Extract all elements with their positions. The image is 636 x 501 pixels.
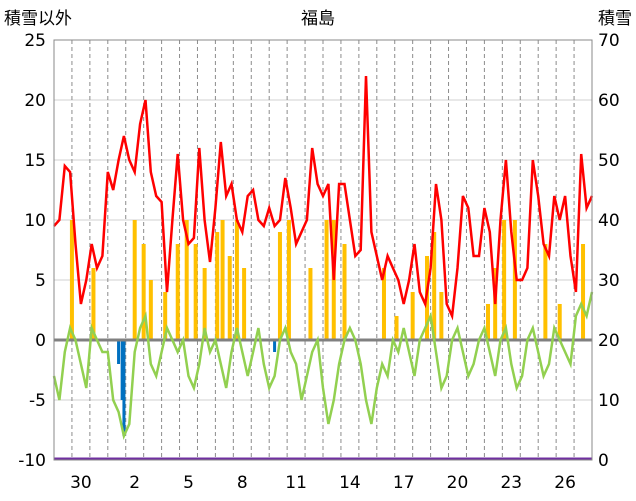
- precipitation-bar: [148, 280, 153, 340]
- precipitation-bar: [227, 256, 232, 340]
- left-tick-label: 0: [35, 331, 46, 351]
- chart-title: 福島: [301, 9, 335, 29]
- snow-bar: [273, 340, 277, 352]
- x-tick-label: 26: [554, 473, 576, 493]
- right-axis-title: 積雪: [598, 9, 632, 29]
- snow-bars: [117, 340, 277, 436]
- precipitation-bar: [132, 220, 137, 340]
- precipitation-bar: [234, 220, 239, 340]
- left-tick-label: -10: [18, 451, 46, 471]
- left-tick-label: 25: [24, 31, 46, 51]
- right-axis-ticks: 70 60 50 40 30 20 10 0: [598, 31, 620, 471]
- precipitation-bar: [184, 220, 189, 340]
- x-tick-label: 11: [285, 473, 307, 493]
- right-tick-label: 60: [598, 91, 620, 111]
- precipitation-bar: [543, 244, 548, 340]
- left-tick-label: -5: [29, 391, 46, 411]
- x-tick-label: 2: [129, 473, 140, 493]
- precipitation-bar: [381, 268, 386, 340]
- right-tick-label: 0: [598, 451, 609, 471]
- precipitation-bar: [581, 244, 586, 340]
- precipitation-bar: [91, 268, 96, 340]
- right-tick-label: 40: [598, 211, 620, 231]
- sunshine-diff-line: [52, 291, 594, 440]
- left-tick-label: 10: [24, 211, 46, 231]
- plot-frame: [53, 39, 593, 461]
- right-tick-label: 20: [598, 331, 620, 351]
- precipitation-bar: [410, 292, 415, 340]
- right-tick-label: 30: [598, 271, 620, 291]
- right-tick-label: 10: [598, 391, 620, 411]
- left-tick-label: 20: [24, 91, 46, 111]
- snow-bar: [122, 340, 126, 436]
- left-tick-label: 5: [35, 271, 46, 291]
- precipitation-bar: [394, 316, 399, 340]
- x-tick-label: 14: [339, 473, 361, 493]
- precipitation-bar: [242, 268, 247, 340]
- precipitation-bar: [202, 268, 207, 340]
- temperature-line: [53, 75, 594, 321]
- precipitation-bar: [215, 232, 220, 340]
- precipitation-bar: [69, 220, 74, 340]
- right-tick-label: 70: [598, 31, 620, 51]
- precipitation-bar: [277, 232, 282, 340]
- precipitation-bar: [308, 268, 313, 340]
- precipitation-bar: [512, 220, 517, 340]
- precipitation-bar: [557, 304, 562, 340]
- precipitation-bar: [175, 244, 180, 340]
- x-tick-label: 5: [183, 473, 194, 493]
- x-tick-label: 8: [237, 473, 248, 493]
- precipitation-bar: [193, 244, 198, 340]
- right-tick-label: 50: [598, 151, 620, 171]
- snow-bar: [117, 340, 121, 364]
- x-tick-label: 23: [500, 473, 522, 493]
- precipitation-bar: [141, 244, 146, 340]
- x-tick-label: 17: [393, 473, 415, 493]
- precipitation-bar: [220, 220, 225, 340]
- left-axis-ticks: 25 20 15 10 5 0 -5 -10: [18, 31, 46, 471]
- x-tick-label: 20: [447, 473, 469, 493]
- precipitation-bar: [324, 220, 329, 340]
- left-axis-title: 積雪以外: [4, 9, 72, 29]
- left-tick-label: 15: [24, 151, 46, 171]
- precipitation-bar: [502, 220, 507, 340]
- x-axis-ticks: 30 2 5 8 11 14 17 20 23 26: [70, 473, 576, 493]
- precipitation-bar: [432, 232, 437, 340]
- precipitation-bar: [163, 292, 168, 340]
- snow-bar: [120, 340, 124, 400]
- x-tick-label: 30: [70, 473, 92, 493]
- precipitation-bar: [286, 220, 291, 340]
- precipitation-bar: [342, 244, 347, 340]
- precipitation-bar: [485, 304, 490, 340]
- precipitation-bar: [439, 292, 444, 340]
